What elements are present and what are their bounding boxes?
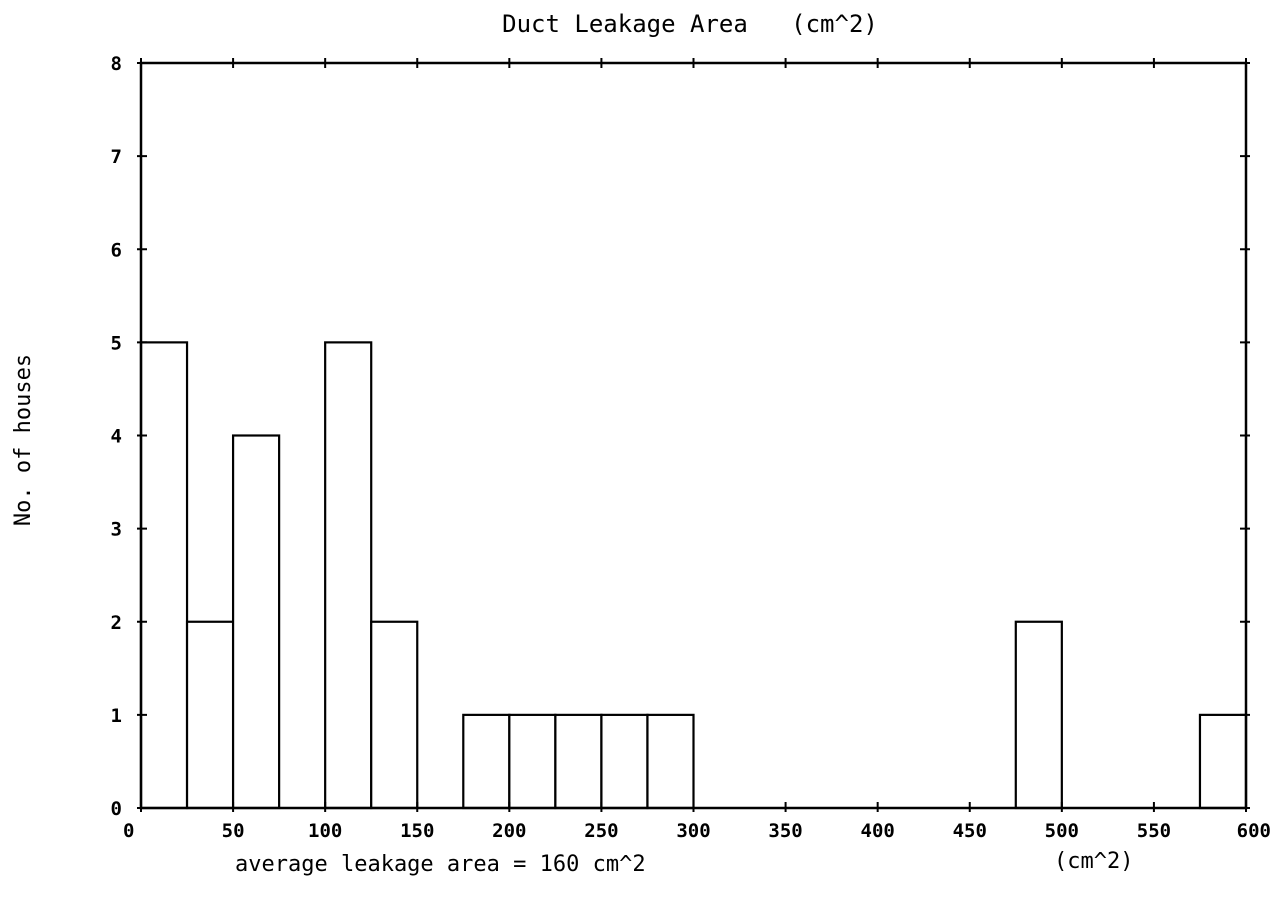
x-unit-label: (cm^2) — [1054, 849, 1133, 874]
y-tick-label-8: 8 — [111, 53, 122, 75]
x-tick-label-0: 0 — [123, 820, 134, 842]
x-tick-label-600: 600 — [1237, 820, 1271, 842]
ticks-group — [137, 58, 1250, 812]
y-tick-label-0: 0 — [111, 798, 122, 820]
x-tick-label-400: 400 — [861, 820, 895, 842]
bars-group — [139, 341, 1248, 810]
y-tick-label-5: 5 — [111, 332, 122, 354]
chart-title: Duct Leakage Area (cm^2) — [502, 10, 878, 38]
histogram-bar-50 — [231, 434, 281, 810]
y-tick-label-6: 6 — [111, 239, 122, 261]
histogram-bar-475 — [1014, 620, 1063, 810]
histogram-bar-575 — [1198, 713, 1248, 810]
histogram-bar-100 — [324, 341, 373, 810]
y-tick-label-4: 4 — [111, 426, 122, 448]
histogram-bar-200 — [508, 713, 557, 810]
x-tick-label-450: 450 — [953, 820, 987, 842]
y-tick-label-7: 7 — [111, 146, 122, 168]
x-tick-label-100: 100 — [308, 820, 342, 842]
histogram-bar-125 — [370, 620, 419, 810]
x-tick-label-500: 500 — [1045, 820, 1079, 842]
histogram-bar-0 — [139, 341, 189, 810]
x-tick-label-550: 550 — [1137, 820, 1171, 842]
y-tick-label-3: 3 — [111, 519, 122, 541]
x-tick-label-200: 200 — [492, 820, 526, 842]
histogram-bar-275 — [646, 713, 695, 810]
histogram-bar-225 — [554, 713, 603, 810]
x-tick-label-350: 350 — [768, 820, 802, 842]
tick-labels-group: 0 50 100 150 200 250 300 350 400 450 500 550 600 0 1 2 3… — [111, 53, 1271, 842]
plot-frame — [139, 61, 1248, 810]
histogram-bar-250 — [600, 713, 649, 810]
y-tick-label-1: 1 — [111, 705, 122, 727]
y-axis-label: No. of houses — [11, 354, 36, 526]
histogram-bar-25 — [185, 620, 235, 810]
x-tick-label-50: 50 — [222, 820, 245, 842]
x-tick-label-250: 250 — [584, 820, 618, 842]
x-tick-label-150: 150 — [400, 820, 434, 842]
x-tick-label-300: 300 — [676, 820, 710, 842]
histogram-bar-175 — [462, 713, 511, 810]
average-note: average leakage area = 160 cm^2 — [235, 852, 646, 877]
y-tick-label-2: 2 — [111, 612, 122, 634]
